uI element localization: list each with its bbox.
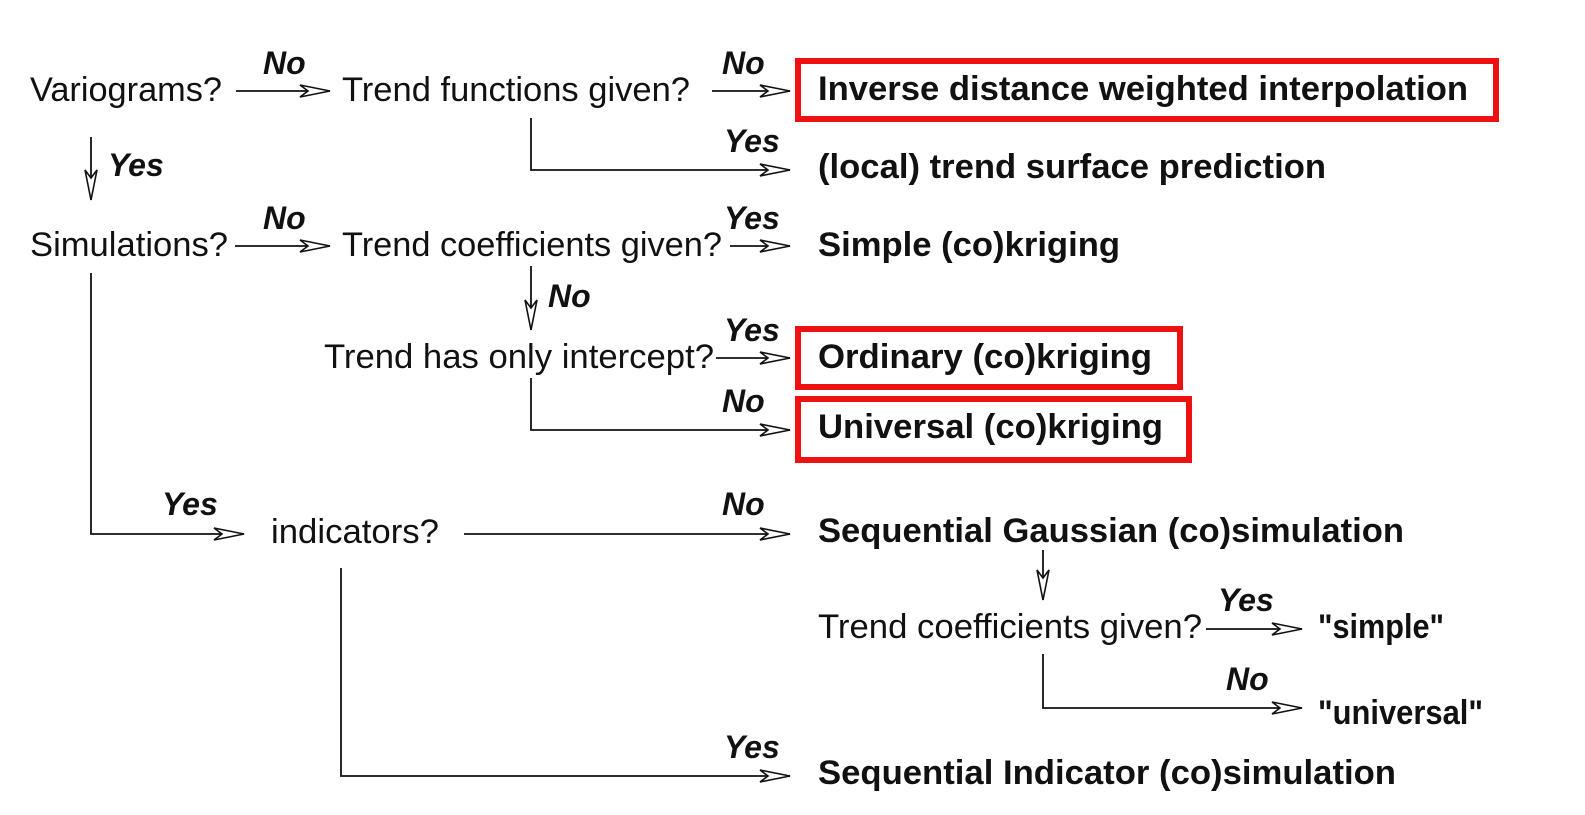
connector-lines [90, 90, 1302, 777]
edge-label-indicators-yes: Yes [724, 729, 780, 765]
arrowhead-down [1036, 569, 1050, 601]
arrowhead-right [759, 423, 791, 437]
edge-trend-functions-yes-line [530, 118, 790, 171]
question-trend-intercept: Trend has only intercept? [324, 338, 714, 376]
arrowhead-right [213, 527, 245, 541]
edge-label-variograms-yes: Yes [108, 147, 164, 183]
edge-label-trend-coefficients-no: No [548, 278, 591, 314]
question-trend-coefficients-sim: Trend coefficients given? [818, 608, 1202, 646]
arrowhead-right [759, 769, 791, 783]
arrowhead-down [524, 299, 538, 331]
highlight-box-ordinary-kriging [795, 326, 1183, 390]
outcome-trend-surface: (local) trend surface prediction [818, 148, 1326, 186]
highlight-box-universal-kriging [795, 396, 1192, 463]
arrow-heads [84, 84, 1303, 783]
outcome-universal: "universal" [1318, 694, 1483, 732]
edge-label-trend-functions-yes: Yes [724, 123, 780, 159]
arrowhead-right [759, 84, 791, 98]
question-variograms: Variograms? [30, 71, 222, 109]
arrowhead-down [84, 169, 98, 201]
outcome-sgs: Sequential Gaussian (co)simulation [818, 512, 1404, 550]
question-trend-coefficients: Trend coefficients given? [342, 226, 722, 264]
edge-label-sim-coefficients-yes: Yes [1218, 582, 1274, 618]
question-indicators: indicators? [271, 513, 439, 551]
outcome-ordinary-kriging: Ordinary (co)kriging [818, 338, 1152, 376]
arrowhead-right [1271, 701, 1303, 715]
edge-indicators-yes-line [340, 568, 790, 777]
edge-sim-coefficients-no-line [1042, 654, 1302, 709]
outcome-simple-kriging: Simple (co)kriging [818, 226, 1120, 264]
arrowhead-right [299, 239, 331, 253]
edge-label-simulations-yes: Yes [162, 486, 218, 522]
arrowhead-right [759, 239, 791, 253]
edge-label-trend-coefficients-yes: Yes [724, 200, 780, 236]
edge-label-trend-functions-no: No [722, 45, 765, 81]
outcome-universal-kriging: Universal (co)kriging [818, 408, 1163, 446]
edge-intercept-no-line [530, 378, 790, 431]
arrowhead-right [759, 351, 791, 365]
edge-label-indicators-no: No [722, 486, 765, 522]
question-trend-functions: Trend functions given? [342, 71, 690, 109]
edge-simulations-yes-line [90, 273, 244, 535]
arrowhead-right [1271, 622, 1303, 636]
question-simulations: Simulations? [30, 226, 228, 264]
edge-label-simulations-no: No [263, 200, 306, 236]
outcome-simple: "simple" [1318, 608, 1444, 646]
highlight-box-idw [795, 58, 1499, 122]
arrowhead-right [299, 84, 331, 98]
edge-label-intercept-no: No [722, 383, 765, 419]
edge-label-variograms-no: No [263, 45, 306, 81]
outcome-sis: Sequential Indicator (co)simulation [818, 754, 1396, 792]
arrowhead-right [759, 163, 791, 177]
arrowhead-right [759, 527, 791, 541]
edge-label-sim-coefficients-no: No [1226, 661, 1269, 697]
edge-label-intercept-yes: Yes [724, 312, 780, 348]
outcome-idw: Inverse distance weighted interpolation [818, 70, 1468, 108]
